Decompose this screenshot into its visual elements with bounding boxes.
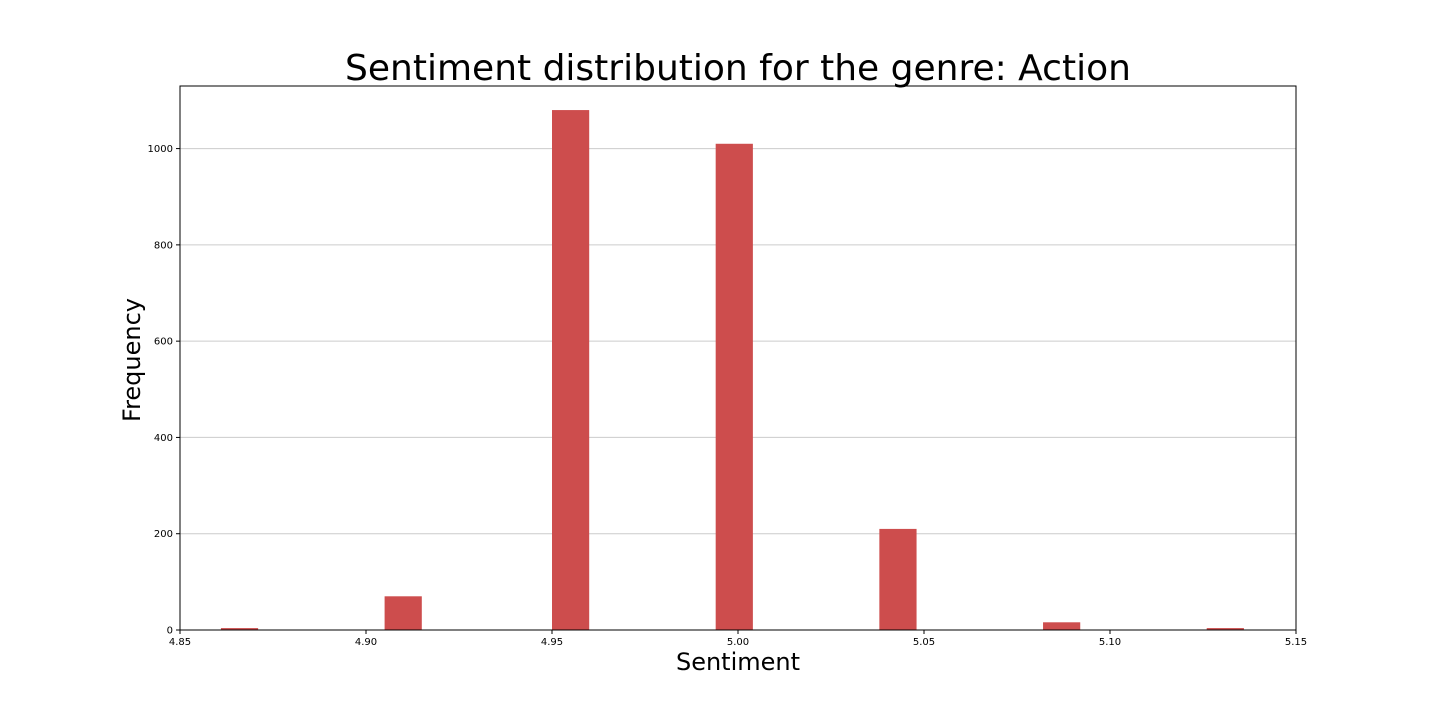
y-axis-label: Frequency [118, 298, 146, 422]
x-tick-label: 5.10 [1099, 637, 1121, 648]
histogram-bar-4 [879, 528, 917, 630]
histogram-bar-5 [1043, 622, 1081, 630]
histogram-bar-6 [1206, 628, 1244, 630]
histogram-bar-1 [384, 596, 422, 630]
y-tick-label: 400 [154, 433, 173, 444]
histogram-bar-3 [715, 143, 753, 631]
histogram-bar-2 [552, 110, 590, 630]
x-tick-label: 5.15 [1285, 637, 1307, 648]
x-tick-label: 5.05 [913, 637, 935, 648]
x-tick-label: 4.95 [541, 637, 563, 648]
histogram-bar-0 [220, 628, 259, 630]
bars-layer [220, 110, 1244, 631]
x-tick-label: 5.00 [727, 637, 749, 648]
y-axis-ticks: 0 200 400 600 800 1000 [148, 144, 180, 637]
x-tick-label: 4.85 [169, 637, 191, 648]
x-axis-label: Sentiment [676, 648, 800, 676]
x-tick-label: 4.90 [355, 637, 377, 648]
y-tick-label: 0 [167, 626, 173, 637]
x-axis-ticks: 4.85 4.90 4.95 5.00 5.05 5.10 5.15 [169, 630, 1307, 648]
chart-title: Sentiment distribution for the genre: Ac… [345, 48, 1131, 89]
y-tick-label: 600 [154, 337, 173, 348]
y-tick-label: 200 [154, 529, 173, 540]
y-tick-label: 1000 [148, 144, 173, 155]
y-tick-label: 800 [154, 240, 173, 251]
